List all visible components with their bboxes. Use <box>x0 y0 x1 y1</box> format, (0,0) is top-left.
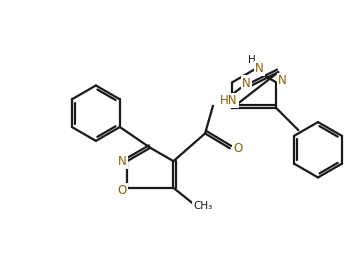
Text: H: H <box>248 55 256 65</box>
Text: HN: HN <box>220 94 238 107</box>
Text: O: O <box>118 184 127 197</box>
Text: N: N <box>278 74 287 87</box>
Text: CH₃: CH₃ <box>194 201 213 211</box>
Text: N: N <box>118 155 127 168</box>
Text: O: O <box>233 142 242 155</box>
Text: N: N <box>242 76 251 90</box>
Text: N: N <box>255 62 263 75</box>
